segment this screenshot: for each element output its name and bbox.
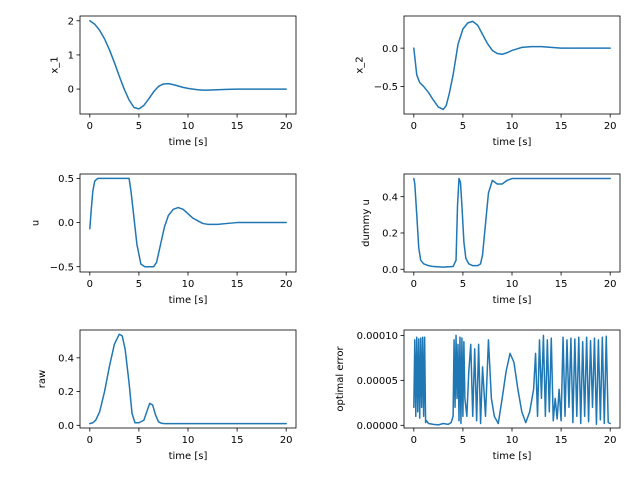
- chart-optimal-error: 0 5 10 15 20 0.00000 0.00005 0.00010 time [s] opt…: [335, 329, 621, 462]
- axes-frame: [403, 15, 621, 115]
- x-tick-label: 5: [136, 121, 142, 132]
- x-axis-label: time [s]: [169, 295, 208, 306]
- y-tick-label: 0.2: [58, 387, 74, 398]
- x-tick-label: 20: [280, 279, 293, 290]
- x-tick-label: 20: [604, 435, 617, 446]
- x-axis-label: time [s]: [169, 451, 208, 462]
- x-tick-label: 5: [460, 435, 466, 446]
- x-tick-label: 10: [506, 121, 519, 132]
- series-line-x-1: [89, 20, 287, 110]
- y-tick-label: −0.5: [374, 82, 398, 93]
- x-tick-label: 10: [182, 279, 195, 290]
- axes-frame: [403, 173, 621, 273]
- y-tick-label: 0.00000: [357, 421, 398, 432]
- x-tick-label: 15: [231, 435, 244, 446]
- x-tick-label: 5: [136, 279, 142, 290]
- x-tick-label: 10: [506, 279, 519, 290]
- y-tick-label: 0.5: [58, 174, 74, 185]
- y-axis-label: x_2: [354, 56, 365, 73]
- x-axis-label: time [s]: [493, 137, 532, 148]
- y-axis-label: optimal error: [335, 346, 346, 412]
- chart-dummy-u: 0 5 10 15 20 0.0 0.2 0.4 time [s] dummy u: [361, 173, 621, 306]
- series-line-dummy-u: [413, 177, 611, 268]
- x-tick-label: 0: [87, 435, 93, 446]
- axes-frame: [79, 15, 297, 115]
- x-tick-label: 15: [231, 279, 244, 290]
- y-tick-label: 0.0: [382, 265, 398, 276]
- series-line-u: [89, 177, 287, 268]
- x-tick-label: 10: [182, 121, 195, 132]
- x-tick-label: 20: [604, 279, 617, 290]
- x-tick-label: 5: [136, 435, 142, 446]
- series-line-optimal-error: [413, 334, 611, 426]
- x-tick-label: 15: [555, 121, 568, 132]
- x-tick-label: 15: [231, 121, 244, 132]
- y-axis-label: dummy u: [361, 199, 372, 247]
- x-tick-label: 15: [555, 279, 568, 290]
- x-tick-label: 20: [280, 121, 293, 132]
- x-tick-label: 15: [555, 435, 568, 446]
- chart-u: 0 5 10 15 20 −0.5 0.0 0.5 time [s] u: [30, 173, 297, 306]
- y-tick-label: 0.0: [58, 421, 74, 432]
- y-tick-label: −0.5: [50, 262, 74, 273]
- x-tick-label: 0: [411, 121, 417, 132]
- y-tick-label: 0.00005: [357, 376, 398, 387]
- x-tick-label: 0: [87, 121, 93, 132]
- x-axis-label: time [s]: [493, 295, 532, 306]
- series-line-raw: [89, 333, 287, 425]
- x-tick-label: 0: [411, 435, 417, 446]
- y-tick-label: 1: [68, 51, 74, 62]
- y-tick-label: 0.4: [58, 353, 74, 364]
- y-axis-label: raw: [37, 370, 48, 388]
- x-tick-label: 5: [460, 279, 466, 290]
- chart-raw: 0 5 10 15 20 0.0 0.2 0.4 time [s] raw: [37, 329, 297, 462]
- y-tick-label: 0.0: [382, 44, 398, 55]
- y-tick-label: 0: [68, 85, 74, 96]
- y-axis-label: x_1: [50, 56, 61, 73]
- x-axis-label: time [s]: [169, 137, 208, 148]
- y-tick-label: 0.4: [382, 192, 398, 203]
- x-tick-label: 10: [182, 435, 195, 446]
- x-tick-label: 0: [411, 279, 417, 290]
- axes-frame: [79, 329, 297, 429]
- y-tick-label: 2: [68, 16, 74, 27]
- x-tick-label: 10: [506, 435, 519, 446]
- chart-x-2: 0 5 10 15 20 −0.5 0.0 time [s] x_2: [354, 15, 621, 148]
- series-line-x-2: [413, 20, 611, 111]
- x-tick-label: 20: [604, 121, 617, 132]
- x-tick-label: 5: [460, 121, 466, 132]
- y-tick-label: 0.00010: [357, 331, 398, 342]
- x-tick-label: 0: [87, 279, 93, 290]
- y-tick-label: 0.0: [58, 218, 74, 229]
- chart-x-1: 0 5 10 15 20 0 1 2 time [s] x_1: [50, 15, 297, 148]
- y-tick-label: 0.2: [382, 229, 398, 240]
- y-axis-label: u: [30, 220, 41, 226]
- x-axis-label: time [s]: [493, 451, 532, 462]
- x-tick-label: 20: [280, 435, 293, 446]
